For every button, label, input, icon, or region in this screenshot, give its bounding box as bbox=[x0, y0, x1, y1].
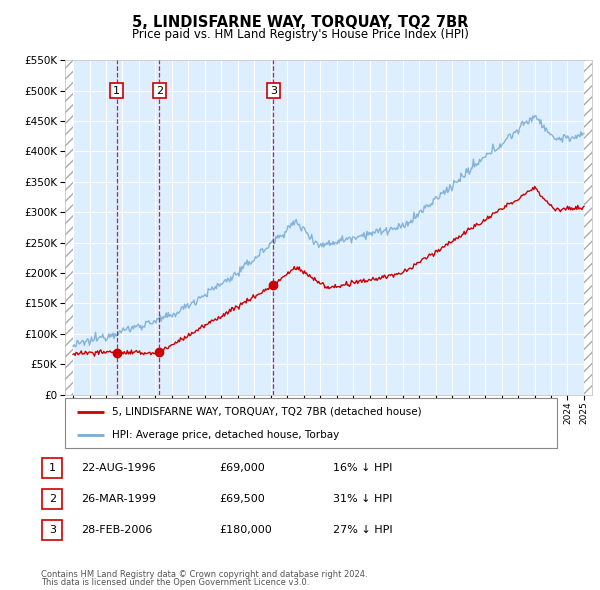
Text: 3: 3 bbox=[49, 525, 56, 535]
Text: 28-FEB-2006: 28-FEB-2006 bbox=[81, 525, 152, 535]
Text: 1: 1 bbox=[113, 86, 120, 96]
Text: This data is licensed under the Open Government Licence v3.0.: This data is licensed under the Open Gov… bbox=[41, 578, 309, 587]
Text: Price paid vs. HM Land Registry's House Price Index (HPI): Price paid vs. HM Land Registry's House … bbox=[131, 28, 469, 41]
Text: 2: 2 bbox=[155, 86, 163, 96]
Text: 5, LINDISFARNE WAY, TORQUAY, TQ2 7BR: 5, LINDISFARNE WAY, TORQUAY, TQ2 7BR bbox=[132, 15, 468, 30]
Text: £69,500: £69,500 bbox=[219, 494, 265, 504]
FancyBboxPatch shape bbox=[65, 398, 557, 448]
FancyBboxPatch shape bbox=[42, 458, 62, 478]
Bar bbox=[584, 60, 592, 395]
Text: Contains HM Land Registry data © Crown copyright and database right 2024.: Contains HM Land Registry data © Crown c… bbox=[41, 570, 367, 579]
Text: 3: 3 bbox=[270, 86, 277, 96]
Text: £69,000: £69,000 bbox=[219, 463, 265, 473]
Text: 2: 2 bbox=[49, 494, 56, 504]
Text: 26-MAR-1999: 26-MAR-1999 bbox=[81, 494, 156, 504]
Text: 16% ↓ HPI: 16% ↓ HPI bbox=[333, 463, 392, 473]
Text: 1: 1 bbox=[49, 463, 56, 473]
Text: HPI: Average price, detached house, Torbay: HPI: Average price, detached house, Torb… bbox=[112, 430, 339, 440]
Text: 5, LINDISFARNE WAY, TORQUAY, TQ2 7BR (detached house): 5, LINDISFARNE WAY, TORQUAY, TQ2 7BR (de… bbox=[112, 407, 421, 417]
Text: 31% ↓ HPI: 31% ↓ HPI bbox=[333, 494, 392, 504]
FancyBboxPatch shape bbox=[42, 520, 62, 540]
Text: £180,000: £180,000 bbox=[219, 525, 272, 535]
Text: 22-AUG-1996: 22-AUG-1996 bbox=[81, 463, 155, 473]
FancyBboxPatch shape bbox=[42, 489, 62, 509]
Text: 27% ↓ HPI: 27% ↓ HPI bbox=[333, 525, 392, 535]
Bar bbox=[65, 60, 73, 395]
